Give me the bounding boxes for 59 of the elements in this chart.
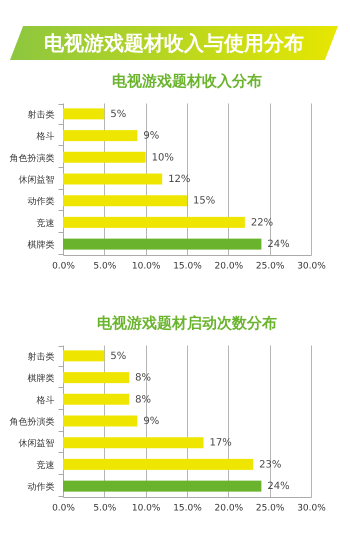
- x-tick-label: 25.0%: [256, 504, 285, 514]
- chart-title: 电视游戏题材收入与使用分布: [10, 26, 338, 60]
- bar: [63, 372, 130, 384]
- bar: [63, 174, 162, 184]
- data-label: 12%: [168, 174, 190, 185]
- x-tick-label: 15.0%: [173, 504, 202, 514]
- x-tick-label: 30.0%: [297, 262, 326, 272]
- x-tick-label: 20.0%: [214, 504, 244, 514]
- x-tick-label: 10.0%: [132, 262, 161, 272]
- y-tick-label: 格斗: [36, 394, 54, 406]
- chart-title: 电视游戏题材启动次数分布: [97, 314, 277, 332]
- data-label: 5%: [110, 350, 126, 362]
- y-tick-label: 动作类: [28, 196, 54, 208]
- y-tick-label: 角色扮演类: [10, 152, 54, 164]
- data-label: 17%: [210, 438, 232, 449]
- bar: [63, 394, 130, 405]
- bar: [63, 350, 104, 362]
- bar: [63, 437, 204, 448]
- y-tick-label: 射击类: [28, 109, 54, 120]
- x-tick-label: 15.0%: [173, 262, 202, 272]
- data-label: 5%: [110, 108, 126, 120]
- bar: [63, 195, 187, 206]
- chart-subtitle: 电视游戏题材收入分布: [112, 72, 262, 90]
- bar: [63, 108, 104, 120]
- data-label: 8%: [135, 394, 152, 406]
- y-tick-label: 休闲益智: [18, 438, 54, 450]
- bar: [63, 216, 245, 228]
- x-tick-label: 0.0%: [52, 504, 76, 514]
- data-label: 15%: [193, 196, 216, 207]
- data-label: 9%: [143, 416, 160, 427]
- data-label: 8%: [135, 372, 152, 384]
- data-label: 24%: [267, 239, 290, 250]
- x-tick-label: 0.0%: [52, 262, 76, 272]
- x-tick-label: 25.0%: [256, 262, 285, 272]
- y-tick-label: 竞速: [36, 460, 54, 471]
- bar: [63, 152, 146, 163]
- x-tick-label: 30.0%: [297, 504, 326, 514]
- y-tick-label: 射击类: [28, 351, 54, 362]
- bar: [63, 416, 138, 426]
- y-tick-label: 角色扮演类: [10, 416, 54, 428]
- bar: [63, 238, 262, 250]
- x-tick-label: 5.0%: [93, 262, 117, 272]
- bar: [63, 130, 138, 142]
- data-label: 10%: [152, 152, 174, 164]
- x-tick-label: 5.0%: [93, 504, 117, 514]
- x-tick-label: 10.0%: [132, 504, 161, 514]
- y-tick-label: 格斗: [36, 131, 54, 142]
- y-tick-label: 休闲益智: [18, 174, 54, 186]
- data-label: 9%: [143, 130, 160, 142]
- x-tick-label: 20.0%: [214, 262, 244, 272]
- y-tick-label: 棋牌类: [28, 373, 54, 384]
- bar: [63, 458, 254, 470]
- data-label: 23%: [259, 459, 282, 470]
- y-tick-label: 动作类: [28, 482, 54, 493]
- bar: [63, 480, 262, 492]
- y-tick-label: 竞速: [36, 218, 54, 229]
- y-tick-label: 棋牌类: [28, 240, 54, 251]
- data-label: 22%: [250, 217, 274, 228]
- data-label: 24%: [267, 481, 290, 492]
